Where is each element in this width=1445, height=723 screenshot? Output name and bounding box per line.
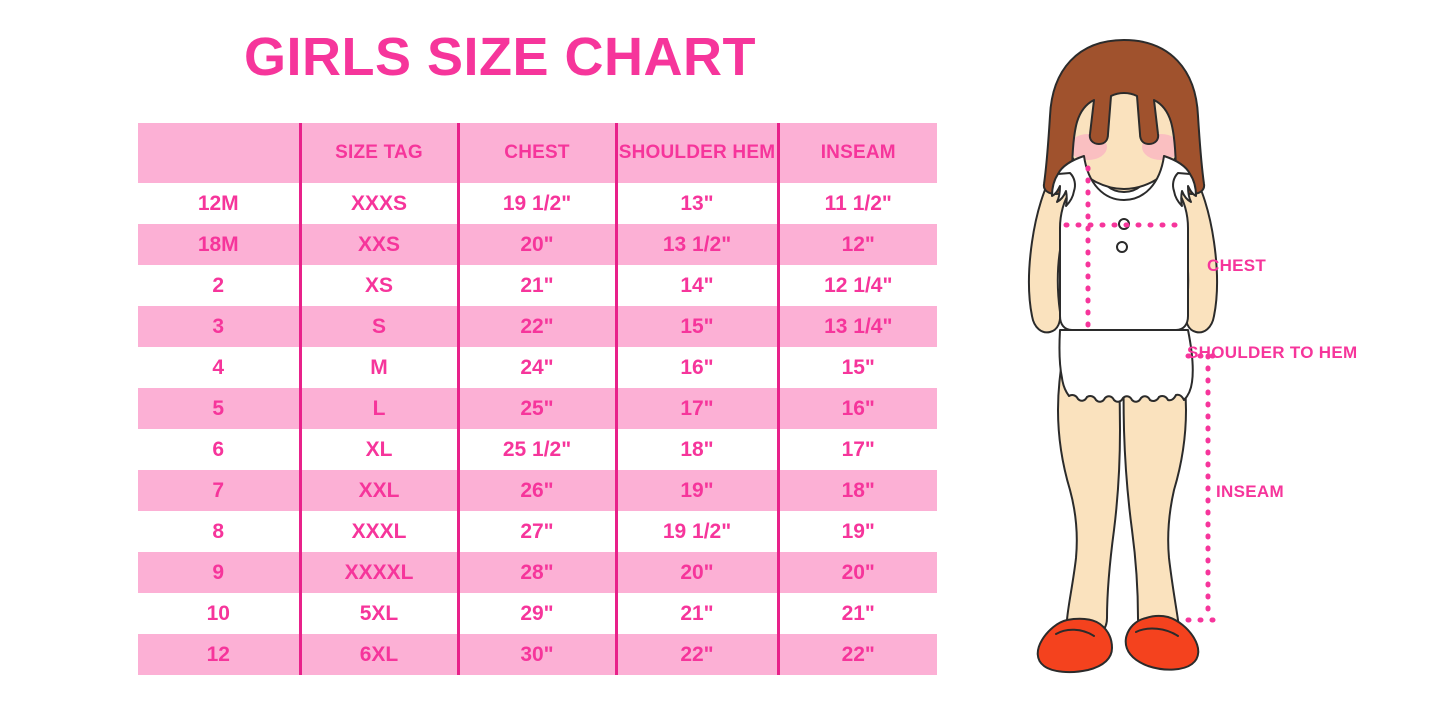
table-row: 5 L 25" 17" 16" <box>138 388 937 429</box>
cell-size: 9 <box>212 560 225 584</box>
column-header-size-tag: SIZE TAG <box>298 123 458 183</box>
table-header-row: SIZE TAG CHEST SHOULDER HEM INSEAM <box>138 123 937 183</box>
inseam-label: INSEAM <box>1216 482 1284 501</box>
cell-size: 5 <box>212 396 225 420</box>
table-row: 18M XXS 20" 13 1/2" 12" <box>138 224 937 265</box>
right-sleeve-ruffle <box>1172 172 1197 207</box>
cell-shoulder-hem: 14" <box>614 265 778 306</box>
cell-size: 12 <box>206 642 230 666</box>
cell-chest: 28" <box>456 552 616 593</box>
cell-inseam: 20" <box>776 552 937 593</box>
cell-size-tag: M <box>298 347 458 388</box>
cell-size-tag: XL <box>298 429 458 470</box>
cell-chest: 30" <box>456 634 616 675</box>
column-header-size <box>138 123 300 183</box>
cell-size: 2 <box>212 273 225 297</box>
column-header-chest: CHEST <box>456 123 616 183</box>
cell-size: 12M <box>197 191 239 215</box>
skirt-shape <box>1058 329 1194 403</box>
right-shoe-shape <box>1124 614 1200 671</box>
page-title: GIRLS SIZE CHART <box>243 27 756 87</box>
cell-shoulder-hem: 21" <box>614 593 778 634</box>
table-row: 4 M 24" 16" 15" <box>138 347 937 388</box>
column-header-inseam: INSEAM <box>776 123 937 183</box>
cell-shoulder-hem: 18" <box>614 429 778 470</box>
cell-chest: 22" <box>456 306 616 347</box>
size-chart-table: SIZE TAG CHEST SHOULDER HEM INSEAM 12M X… <box>138 123 937 675</box>
cell-inseam: 15" <box>776 347 937 388</box>
cell-chest: 21" <box>456 265 616 306</box>
table-row: 6 XL 25 1/2" 18" 17" <box>138 429 937 470</box>
cell-inseam: 13 1/4" <box>776 306 937 347</box>
cell-shoulder-hem: 17" <box>614 388 778 429</box>
cell-size-tag: XXXL <box>298 511 458 552</box>
cell-size-tag: S <box>298 306 458 347</box>
cell-chest: 24" <box>456 347 616 388</box>
left-shoe-strap <box>1055 628 1095 637</box>
cell-inseam: 12" <box>776 224 937 265</box>
cell-size-tag: XS <box>298 265 458 306</box>
girl-illustration <box>960 38 1445 723</box>
table-row: 2 XS 21" 14" 12 1/4" <box>138 265 937 306</box>
cell-size-tag: XXL <box>298 470 458 511</box>
cell-chest: 25" <box>456 388 616 429</box>
cell-size: 7 <box>212 478 225 502</box>
left-shoe-shape <box>1036 617 1113 674</box>
cell-chest: 20" <box>456 224 616 265</box>
cell-inseam: 22" <box>776 634 937 675</box>
table-row: 8 XXXL 27" 19 1/2" 19" <box>138 511 937 552</box>
cell-inseam: 16" <box>776 388 937 429</box>
cell-inseam: 18" <box>776 470 937 511</box>
table-row: 7 XXL 26" 19" 18" <box>138 470 937 511</box>
cell-size: 6 <box>212 437 225 461</box>
cell-size: 18M <box>197 232 239 256</box>
cell-size-tag: L <box>298 388 458 429</box>
cell-chest: 25 1/2" <box>456 429 616 470</box>
cell-shoulder-hem: 16" <box>614 347 778 388</box>
cell-size-tag: 5XL <box>298 593 458 634</box>
cell-shoulder-hem: 20" <box>614 552 778 593</box>
cell-shoulder-hem: 22" <box>614 634 778 675</box>
chest-label: CHEST <box>1207 256 1267 275</box>
cell-shoulder-hem: 13" <box>614 183 778 224</box>
cell-shoulder-hem: 19" <box>614 470 778 511</box>
cell-size-tag: XXXS <box>298 183 458 224</box>
cell-size: 10 <box>206 601 230 625</box>
cell-shoulder-hem: 15" <box>614 306 778 347</box>
shoulder-to-hem-label: SHOULDER TO HEM <box>1187 343 1358 362</box>
right-shoe-strap <box>1135 627 1179 637</box>
cell-inseam: 19" <box>776 511 937 552</box>
left-sleeve-ruffle <box>1051 172 1076 207</box>
cell-inseam: 11 1/2" <box>776 183 937 224</box>
table-row: 10 5XL 29" 21" 21" <box>138 593 937 634</box>
table-row: 12 6XL 30" 22" 22" <box>138 634 937 675</box>
column-header-shoulder-hem: SHOULDER HEM <box>614 123 778 183</box>
table-row: 12M XXXS 19 1/2" 13" 11 1/2" <box>138 183 937 224</box>
cell-inseam: 12 1/4" <box>776 265 937 306</box>
table-row: 9 XXXXL 28" 20" 20" <box>138 552 937 593</box>
cell-shoulder-hem: 19 1/2" <box>614 511 778 552</box>
cell-chest: 29" <box>456 593 616 634</box>
button-lower <box>1116 241 1128 253</box>
cell-shoulder-hem: 13 1/2" <box>614 224 778 265</box>
cell-size: 3 <box>212 314 225 338</box>
cell-size-tag: XXS <box>298 224 458 265</box>
cell-chest: 19 1/2" <box>456 183 616 224</box>
cell-size-tag: 6XL <box>298 634 458 675</box>
table-row: 3 S 22" 15" 13 1/4" <box>138 306 937 347</box>
cell-chest: 26" <box>456 470 616 511</box>
cell-inseam: 21" <box>776 593 937 634</box>
cell-inseam: 17" <box>776 429 937 470</box>
cell-chest: 27" <box>456 511 616 552</box>
cell-size: 8 <box>212 519 225 543</box>
cell-size-tag: XXXXL <box>298 552 458 593</box>
cell-size: 4 <box>212 355 225 379</box>
